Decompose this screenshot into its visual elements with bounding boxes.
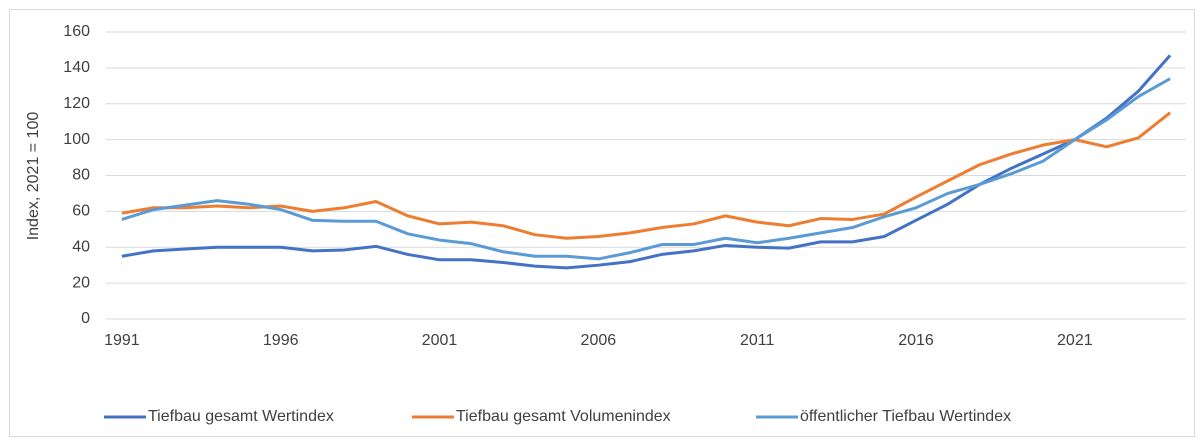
x-tick-label: 2011 — [740, 332, 775, 349]
x-tick-label: 2001 — [422, 332, 458, 349]
y-tick-label: 140 — [63, 59, 90, 76]
y-tick-label: 160 — [63, 23, 90, 40]
legend-label: Tiefbau gesamt Volumenindex — [456, 408, 671, 425]
legend-label: öffentlicher Tiefbau Wertindex — [800, 408, 1011, 425]
y-axis-label: Index, 2021 = 100 — [25, 112, 42, 241]
y-tick-label: 120 — [63, 95, 90, 112]
legend-label: Tiefbau gesamt Wertindex — [148, 408, 334, 425]
x-tick-label: 2016 — [898, 332, 934, 349]
y-tick-label: 60 — [72, 203, 90, 220]
line-series — [121, 111, 1172, 240]
x-tick-label: 1996 — [263, 332, 299, 349]
y-tick-label: 100 — [63, 131, 90, 148]
line-series — [121, 54, 1172, 270]
line-series — [121, 77, 1171, 261]
x-tick-label: 2021 — [1057, 332, 1093, 349]
x-tick-label: 2006 — [581, 332, 617, 349]
x-tick-label: 1991 — [104, 332, 140, 349]
y-tick-label: 80 — [72, 167, 90, 184]
chart-frame — [9, 9, 1195, 437]
y-tick-label: 20 — [72, 274, 90, 291]
y-tick-label: 40 — [72, 238, 90, 255]
y-tick-label: 0 — [81, 310, 90, 327]
